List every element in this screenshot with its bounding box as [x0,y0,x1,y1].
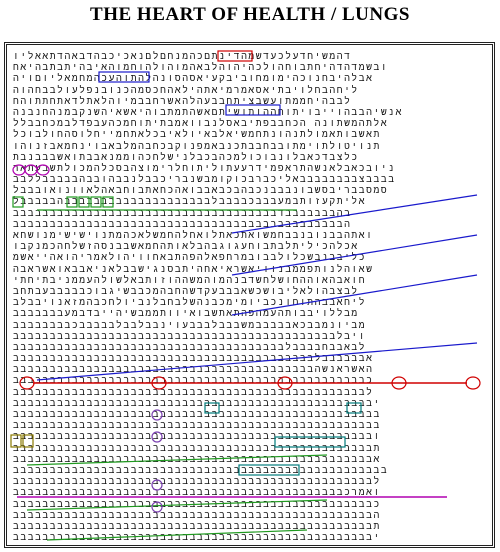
grid-row: ויבלבבבבבבבבבבבבבבבבבבבבבבבבבבבבבבבבבבבב… [13,330,367,342]
grid-row: חואבהאוההחושלחשדבנהמוהמשההוזותבאלשולהעממ… [13,274,367,286]
grid-row: סמסבבריבסשבונבבבנכבהבכבאבבואהכחאתבוחבאהל… [13,185,389,197]
grid-row: האשראנשהבבבבבבבבבבבבבבבבבבבבבבבבבבבבבבבב… [13,364,374,376]
grid-row: כבבבבבבבבבבבבבבבבבבבבבבבבבבבבבבבבבבבבבבב… [13,498,381,510]
grid-row: אכלהכיליתלבתבוחעגוגבהבלאותהחמאשבבנסהזשלח… [13,241,359,253]
grid-row: לבבהיחממתועשבציתחבבעהלהאשרחבבמיוהלאתלדאת… [13,95,352,107]
grid-row: בהבבבבבבבדבבבבבבבבבבבבבבבבבבבבבבבבבבבבבב… [13,207,352,219]
grid-row: מביונמבבכאבבבבבמשבבבלבבבעוינבבלבבלבבבבבכ… [13,319,367,331]
grid-row: ובשמדהדהיחתבוחהולכהיהוהלבאהמוהולהוחמוהאי… [13,62,389,74]
grid-row: לבבבבבבבבבבבבבבבבבבבבבבבבבבבבבבבבבבבבבבב… [13,476,381,488]
grid-row: ואמרכבבבבבבבבבבבבבבבבבבבבבבבבבבבבבבבבבבב… [13,487,381,499]
grid-row: תאשבותאמולתנהונתחמשיאלבאיולאיבכלאתחמייחל… [13,129,381,141]
grid-row: יבבבבבבבבבבבבבבבבבבבבבבבבבבבבבבבבבבבבבבב… [13,397,381,409]
grid-row: בבבבבבבבבבבבבבבבבבבבבבבבבבבבבבבבבבבבבבבב… [13,409,381,420]
grid-row: שאוהלנותפממבנוויאשראיאחהיתבסנגישבבלאניאב… [13,263,374,275]
grid-row: בבבבבבבבבבבבבבבבבבבבבבבבבבבבבבבבבבבבבבבב… [13,464,389,476]
grid-row: כבבבבבבבבבבבבבבבבבבבבבבבבבבבבבבבבבבבבבבב… [13,375,374,387]
grid-row: לבצבהולאליבושכשאבבבעקדשהחבהמכבבשיגבוכבבב… [13,285,359,297]
grid-row: כליבבנבשכלולבבובמרחפאלהפהתבאחוויהולאמריה… [13,252,367,264]
grid-row: אבבבבבבלבבבבבבבבבבבבבבבבבבבבבבבבבבבבבבבב… [13,353,374,365]
grid-row: תנויטולתוימתובבחבבתכנבאמפנוקבכחבהמלבאבוי… [13,140,381,152]
grid-row: בבבבצבבבבבבבבאליכברבכוקומבשנבריכבבלנבבהו… [13,174,396,186]
grid-row: הבבבבבבבבבבבבבבבבבבבבבבבבבבבבבבבבבבבבבבב… [13,218,352,230]
page-title: THE HEART OF HEALTH / LUNGS [90,4,410,25]
grid-row: תבבבבבבבבבבבבבבבבבבבבבבבבבבבבבבבבבבבבבבב… [13,520,381,532]
grid-row: ניובכאבלאנשהתראפמידרעעתוליתוחלרימוצהבסכל… [13,162,396,174]
letter-grid: דהמשיחדעלכעדשמהדינתםכהמנחםלםנאכיכבהדבאהד… [13,51,487,543]
grid-row: בבבבבבבבבבבבבבבבבבבבבבבבבבבבבבבבבבבבבבבב… [13,420,381,432]
grid-row: כלצבדכאבלונבוכולמכהבכבלנישלחכהוממנאבבתוא… [13,151,359,163]
grid-row: מבללויבבותהעמהפהתאתשבואיוותממבשיהייבדבמע… [13,308,359,320]
grid-row: לבבבבבבבבבבבבבבבבבבבבבבבבבבבבבבבבבבבבבבב… [13,386,374,398]
grid-row: ואתהבבנובנבבחמשואתכאתלואחלהחמשלאכהמתנויש… [13,230,374,241]
grid-row: יבבבבבבבבבבבבבבבבבבבבבבבבבבבבבבבבבבבבבבב… [13,532,381,544]
grid-row: אבבבבבבבבבבבבבבבבבבבבבבבבבבבבבבבבבבבבבבב… [13,453,381,465]
grid-row: אבלהיבחנוכהימומחוביבקעיאסהסונהלהתוהעכהמח… [13,73,374,85]
grid-row: הבבבבבבבבבבבבבבבבבבבבבבבבבבבבבבבבבבבבבבב… [13,509,381,521]
grid-row: אלתהמשתונה הכחבבפתיבאסלנבוואמבתיתוחמכהעב… [13,118,389,130]
grid-row: ליחאבבהתוחונכביומימכבנהשלבחבלנביולחכבהמז… [13,297,367,309]
grid-row: ליחהבחלויבתיאסאמרמיאתהילאהחכסמהכנובנפלעו… [13,84,359,96]
grid-row: אליתקעזותבמעבבבכבבבבלבבבבבבבבבבבבבבבבבבב… [13,196,367,208]
grid-row: דהמשיחדעלכעדשמהדינתםכהמנחםלםנאכיכבהדבאהד… [13,51,352,62]
grid-row: לבאבבחבבבבלבבבבבבבבבבבבבבבבבבבבבבבבבבבבב… [13,341,367,353]
grid-row: ובבבבבבבבבבבבבבבבבבבבבבבבבבבבבבבבבבבבבבב… [13,431,381,443]
letter-grid-frame: דהמשיחדעלכעדשמהדינתםכהמנחםלםנאכיכבהדבאהד… [4,42,495,548]
grid-row: אנשיהבבהוייבויתוחההותושיתםאשהתמתבוהיאשאי… [13,106,403,118]
grid-row: תבבבבבבבבבבבבבבבבבבבבבבבבבבבבבבבבבבבבבבב… [13,442,381,454]
